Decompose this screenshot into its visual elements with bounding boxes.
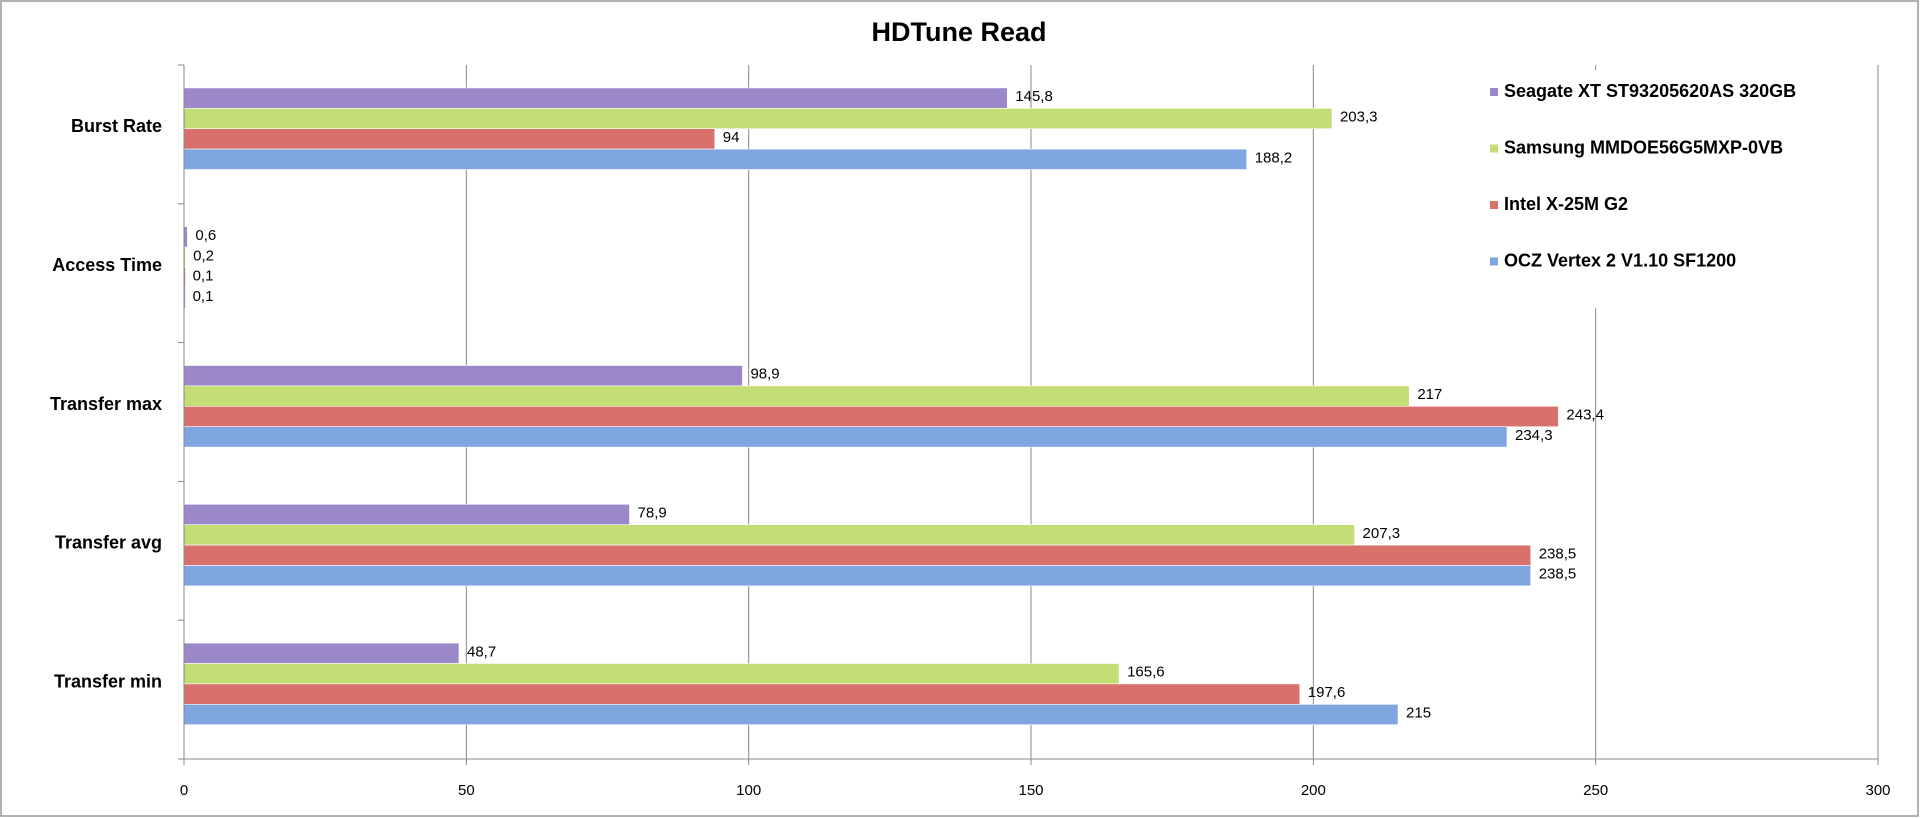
bar (183, 683, 1301, 705)
value-label: 0,1 (193, 288, 214, 305)
bar (183, 663, 1120, 685)
x-tick-label: 300 (1865, 782, 1890, 799)
legend-label: OCZ Vertex 2 V1.10 SF1200 (1504, 250, 1736, 270)
value-label: 243,4 (1566, 406, 1604, 423)
x-tick-label: 50 (458, 782, 475, 799)
legend-label: Samsung MMDOE56G5MXP-0VB (1504, 137, 1783, 157)
value-label: 203,3 (1340, 108, 1378, 125)
bar (183, 544, 1532, 566)
value-label: 188,2 (1255, 149, 1293, 166)
legend-swatch (1490, 201, 1498, 209)
value-label: 48,7 (467, 643, 496, 660)
y-tick-label: Transfer max (50, 394, 162, 414)
bar (183, 87, 1008, 109)
legend-swatch (1490, 257, 1498, 266)
value-label: 238,5 (1539, 566, 1577, 583)
bar (183, 406, 1559, 428)
legend-label: Intel X-25M G2 (1504, 194, 1628, 214)
value-label: 0,6 (195, 227, 216, 244)
y-tick-label: Access Time (52, 255, 162, 275)
legend-swatch (1490, 88, 1498, 96)
bar (183, 426, 1508, 448)
y-tick-label: Transfer min (54, 671, 162, 691)
value-label: 207,3 (1363, 525, 1401, 542)
bar (183, 385, 1410, 407)
bar (183, 148, 1248, 170)
bar (183, 108, 1333, 130)
legend-box (1484, 70, 1864, 308)
value-label: 145,8 (1015, 88, 1053, 105)
bar (183, 524, 1355, 546)
legend-swatch (1490, 144, 1498, 153)
y-tick-label: Burst Rate (71, 116, 162, 136)
x-tick-label: 200 (1301, 782, 1326, 799)
x-tick-label: 150 (1018, 782, 1043, 799)
bar (183, 226, 188, 248)
bar (183, 128, 716, 150)
value-label: 234,3 (1515, 427, 1553, 444)
x-tick-label: 0 (180, 782, 188, 799)
bar (183, 642, 460, 664)
x-tick-label: 250 (1583, 782, 1608, 799)
value-label: 165,6 (1127, 664, 1165, 681)
value-label: 0,2 (193, 247, 214, 264)
bar (183, 704, 1399, 726)
bar (183, 365, 743, 387)
bar (183, 565, 1532, 587)
value-label: 94 (723, 129, 740, 146)
y-tick-label: Transfer avg (55, 533, 162, 553)
value-label: 78,9 (638, 504, 667, 521)
value-label: 98,9 (750, 366, 779, 383)
value-label: 197,6 (1308, 684, 1346, 701)
value-label: 215 (1406, 704, 1431, 721)
value-label: 238,5 (1539, 545, 1577, 562)
legend-label: Seagate XT ST93205620AS 320GB (1504, 81, 1796, 101)
chart-title: HDTune Read (871, 17, 1046, 47)
value-label: 0,1 (193, 268, 214, 285)
bar (183, 504, 630, 526)
value-label: 217 (1417, 386, 1442, 403)
x-tick-label: 100 (736, 782, 761, 799)
